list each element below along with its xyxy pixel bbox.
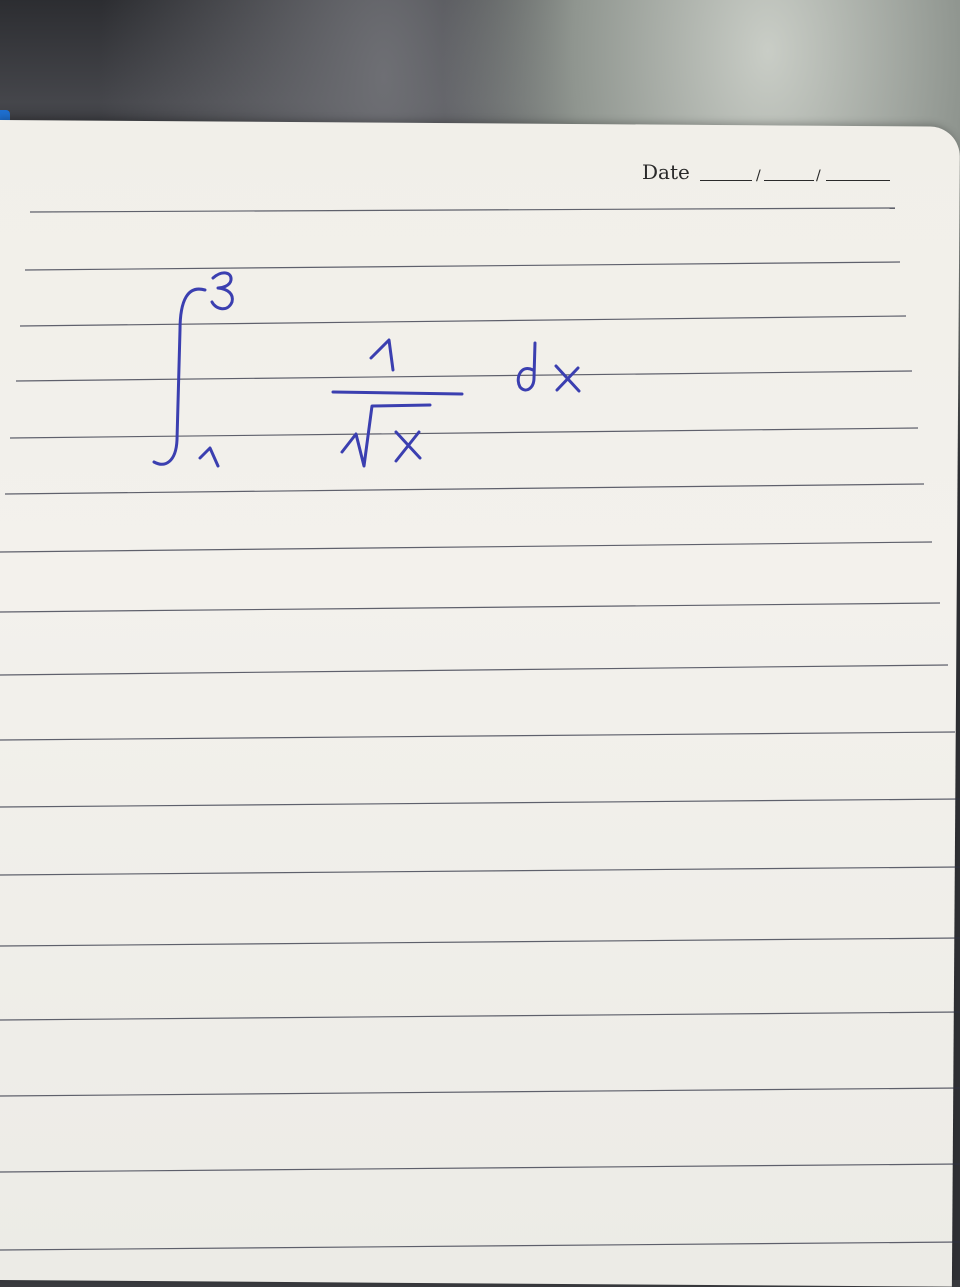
ruled-line (0, 937, 960, 947)
upper-limit-3 (210, 271, 234, 311)
ruled-line (15, 370, 913, 382)
ruled-line (9, 427, 919, 439)
date-label: Date (642, 160, 690, 184)
radical-sign (340, 403, 432, 468)
ruled-line (29, 207, 896, 213)
numerator-1 (369, 338, 395, 372)
date-separator: / (816, 168, 821, 184)
ruled-line (0, 1087, 960, 1097)
ruled-line (19, 315, 907, 327)
ruled-line (0, 602, 941, 613)
ruled-line (0, 731, 956, 741)
integral-sign (152, 287, 207, 466)
date-separator: / (756, 168, 761, 184)
ruled-line (0, 866, 960, 876)
ruled-line (0, 541, 933, 553)
fraction-bar (331, 390, 464, 396)
differential-x (554, 364, 581, 393)
ruled-line (24, 261, 901, 271)
ruled-line (0, 1163, 960, 1173)
ruled-line (0, 1011, 960, 1021)
ruled-line (0, 1241, 960, 1251)
lower-limit-1 (198, 446, 220, 468)
date-blanks: / / (700, 168, 890, 184)
ruled-line (0, 664, 949, 676)
ruled-line (4, 483, 925, 495)
ruled-line (0, 798, 960, 808)
radicand-x (394, 430, 422, 463)
differential-d (516, 341, 537, 392)
